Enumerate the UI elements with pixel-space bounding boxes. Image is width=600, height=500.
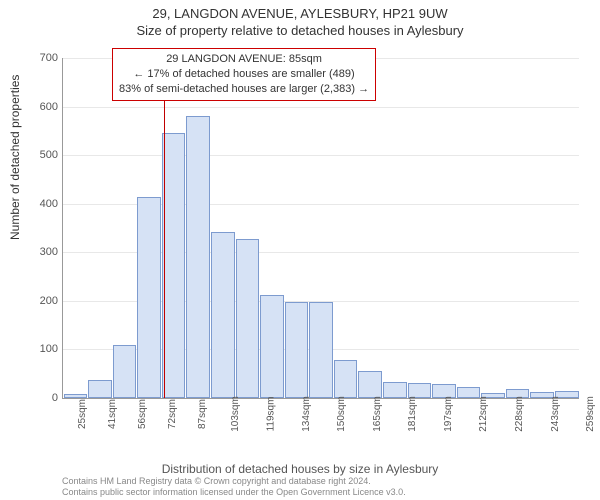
x-tick: 87sqm: [197, 399, 208, 429]
bar: [260, 295, 284, 398]
y-tick: 700: [28, 52, 58, 64]
page-title: 29, LANGDON AVENUE, AYLESBURY, HP21 9UW: [0, 0, 600, 21]
y-axis-label: Number of detached properties: [8, 75, 22, 240]
x-tick: 41sqm: [107, 399, 118, 429]
x-tick: 72sqm: [167, 399, 178, 429]
x-tick: 259sqm: [585, 396, 596, 432]
callout-line1: 29 LANGDON AVENUE: 85sqm: [119, 52, 369, 67]
x-tick: 228sqm: [514, 396, 525, 432]
y-tick: 100: [28, 343, 58, 355]
y-tick: 400: [28, 198, 58, 210]
bar: [334, 360, 358, 398]
bar: [113, 345, 137, 398]
y-tick: 300: [28, 246, 58, 258]
chart-area: 0100200300400500600700 25sqm41sqm56sqm72…: [62, 58, 578, 428]
footer-line2: Contains public sector information licen…: [62, 487, 406, 498]
y-tick: 0: [28, 392, 58, 404]
x-tick: 134sqm: [300, 396, 311, 432]
x-tick: 181sqm: [407, 396, 418, 432]
bar: [358, 371, 382, 398]
x-tick: 103sqm: [230, 396, 241, 432]
y-tick: 200: [28, 295, 58, 307]
bars: [63, 58, 579, 398]
bar: [64, 394, 88, 398]
footer-line1: Contains HM Land Registry data © Crown c…: [62, 476, 406, 487]
x-axis-label: Distribution of detached houses by size …: [0, 462, 600, 476]
marker-line: [164, 58, 165, 398]
x-ticks: 25sqm41sqm56sqm72sqm87sqm103sqm119sqm134…: [62, 400, 578, 411]
bar: [137, 197, 161, 398]
bar: [457, 387, 481, 398]
x-tick: 165sqm: [371, 396, 382, 432]
x-tick: 119sqm: [265, 397, 276, 432]
footer: Contains HM Land Registry data © Crown c…: [62, 476, 406, 498]
bar: [236, 239, 260, 398]
x-tick: 212sqm: [478, 396, 489, 432]
bar: [383, 382, 407, 398]
x-tick: 197sqm: [443, 396, 454, 432]
y-tick: 600: [28, 101, 58, 113]
bar: [309, 302, 333, 398]
callout-box: 29 LANGDON AVENUE: 85sqm ← 17% of detach…: [112, 48, 376, 101]
y-tick: 500: [28, 149, 58, 161]
x-tick: 25sqm: [77, 399, 88, 429]
bar: [211, 232, 235, 398]
chart-subtitle: Size of property relative to detached ho…: [0, 23, 600, 38]
x-tick: 56sqm: [137, 399, 148, 429]
callout-line3: 83% of semi-detached houses are larger (…: [119, 82, 369, 97]
x-tick: 150sqm: [336, 396, 347, 432]
bar: [186, 116, 210, 398]
bar: [285, 302, 309, 398]
plot: [62, 58, 579, 399]
callout-line2: ← 17% of detached houses are smaller (48…: [119, 67, 369, 82]
chart-container: 29, LANGDON AVENUE, AYLESBURY, HP21 9UW …: [0, 0, 600, 500]
x-tick: 243sqm: [549, 396, 560, 432]
bar: [88, 380, 112, 398]
bar: [162, 133, 186, 398]
